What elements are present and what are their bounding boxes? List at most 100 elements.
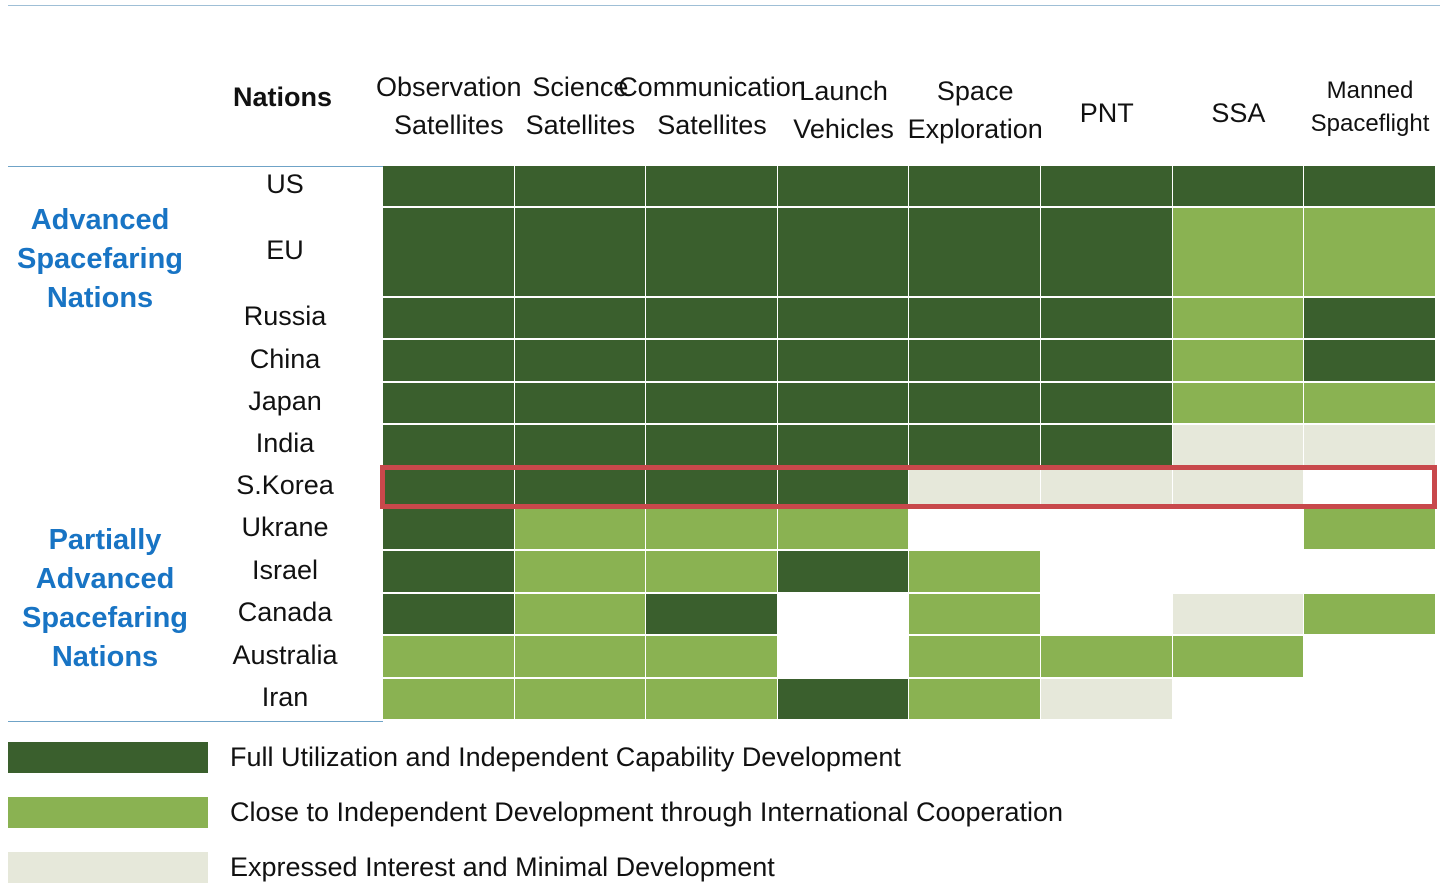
matrix-cell — [909, 208, 1042, 298]
column-header: Space Exploration — [907, 76, 1043, 144]
matrix-cell — [514, 166, 648, 208]
matrix-cell — [383, 340, 516, 383]
column-header: Launch Vehicles — [793, 76, 894, 144]
matrix-cell — [777, 425, 911, 467]
matrix-cell — [1172, 208, 1306, 298]
matrix-cell — [1304, 594, 1437, 636]
matrix-cell — [383, 594, 516, 636]
matrix-cell — [646, 298, 779, 340]
matrix-cell — [646, 425, 779, 467]
matrix-cell — [1041, 298, 1174, 340]
matrix-cell — [909, 340, 1042, 383]
matrix-cell — [909, 551, 1042, 594]
matrix-cell — [383, 298, 516, 340]
highlight-box — [380, 465, 1437, 509]
matrix-cell — [383, 636, 516, 679]
nation-label: Japan — [248, 386, 322, 416]
matrix-cell — [1172, 594, 1306, 636]
column-header: Manned Spaceflight — [1310, 77, 1430, 137]
matrix-cell — [514, 383, 648, 425]
matrix-cell — [646, 679, 779, 721]
matrix-cell — [514, 551, 648, 594]
column-header: PNT — [1079, 98, 1134, 128]
matrix-cell — [1041, 166, 1174, 208]
nation-label: Iran — [261, 682, 309, 712]
matrix-cell — [646, 509, 779, 551]
matrix-cell — [777, 679, 911, 721]
matrix-cell — [777, 509, 911, 551]
matrix-cell — [909, 594, 1042, 636]
legend-swatch — [8, 852, 208, 883]
matrix-cell — [646, 467, 779, 509]
matrix-cell — [1172, 298, 1306, 340]
matrix-cell — [909, 298, 1042, 340]
group-label: Advanced Spacefaring Nations — [17, 204, 183, 314]
matrix-cell — [646, 208, 779, 298]
matrix-cell — [777, 383, 911, 425]
row-header: Nations — [232, 82, 332, 112]
matrix-cell — [777, 551, 911, 594]
matrix-cell — [383, 166, 516, 208]
matrix-cell — [1304, 340, 1437, 383]
matrix-cell — [777, 208, 911, 298]
matrix-cell — [383, 509, 516, 551]
nation-label: Canada — [237, 597, 333, 627]
legend-swatch — [8, 797, 208, 828]
nation-label: Russia — [243, 301, 327, 331]
column-header: Communication Satellites — [618, 72, 806, 140]
nation-label: EU — [266, 235, 304, 265]
divider-line — [8, 166, 383, 167]
matrix-cell — [383, 551, 516, 594]
matrix-cell — [1172, 166, 1306, 208]
matrix-cell — [1172, 467, 1306, 509]
matrix-cell — [1172, 425, 1306, 467]
matrix-cell — [1041, 636, 1174, 679]
divider-line — [8, 721, 383, 722]
matrix-cell — [646, 636, 779, 679]
matrix-cell — [514, 636, 648, 679]
matrix-cell — [514, 594, 648, 636]
matrix-cell — [1041, 425, 1174, 467]
matrix-cell — [1304, 298, 1437, 340]
matrix-cell — [909, 636, 1042, 679]
column-header: Science Satellites — [525, 72, 636, 140]
nation-label: Australia — [232, 639, 338, 670]
matrix-cell — [1041, 679, 1174, 721]
nation-label: India — [255, 428, 315, 458]
matrix-cell — [1172, 636, 1306, 679]
matrix-cell — [777, 298, 911, 340]
matrix-cell — [646, 340, 779, 383]
top-rule — [8, 5, 1440, 6]
matrix-cell — [514, 340, 648, 383]
legend-label: Close to Independent Development through… — [230, 797, 1064, 827]
nation-label: Israel — [251, 554, 319, 585]
matrix-cell — [383, 425, 516, 467]
matrix-cell — [1041, 208, 1174, 298]
matrix-cell — [777, 340, 911, 383]
nation-label: Ukrane — [241, 512, 329, 542]
matrix-cell — [1304, 383, 1437, 425]
matrix-cell — [514, 425, 648, 467]
matrix-cell — [1172, 340, 1306, 383]
legend-label: Full Utilization and Independent Capabil… — [230, 742, 901, 772]
nation-label: China — [249, 343, 321, 374]
matrix-cell — [1304, 425, 1437, 467]
column-header: SSA — [1211, 98, 1266, 128]
matrix-cell — [383, 679, 516, 721]
matrix-cell — [1041, 467, 1174, 509]
matrix-cell — [909, 166, 1042, 208]
group-label: Partially Advanced Spacefaring Nations — [22, 524, 188, 673]
matrix-cell — [777, 166, 911, 208]
column-header: Observation Satellites — [376, 72, 522, 140]
matrix-cell — [514, 679, 648, 721]
matrix-cell — [1304, 208, 1437, 298]
matrix-cell — [514, 509, 648, 551]
matrix-cell — [1172, 383, 1306, 425]
nation-label: US — [266, 169, 304, 199]
matrix-cell — [777, 467, 911, 509]
matrix-cell — [646, 383, 779, 425]
matrix-cell — [909, 425, 1042, 467]
matrix-cell — [646, 594, 779, 636]
matrix-cell — [646, 166, 779, 208]
legend-swatch — [8, 742, 208, 773]
